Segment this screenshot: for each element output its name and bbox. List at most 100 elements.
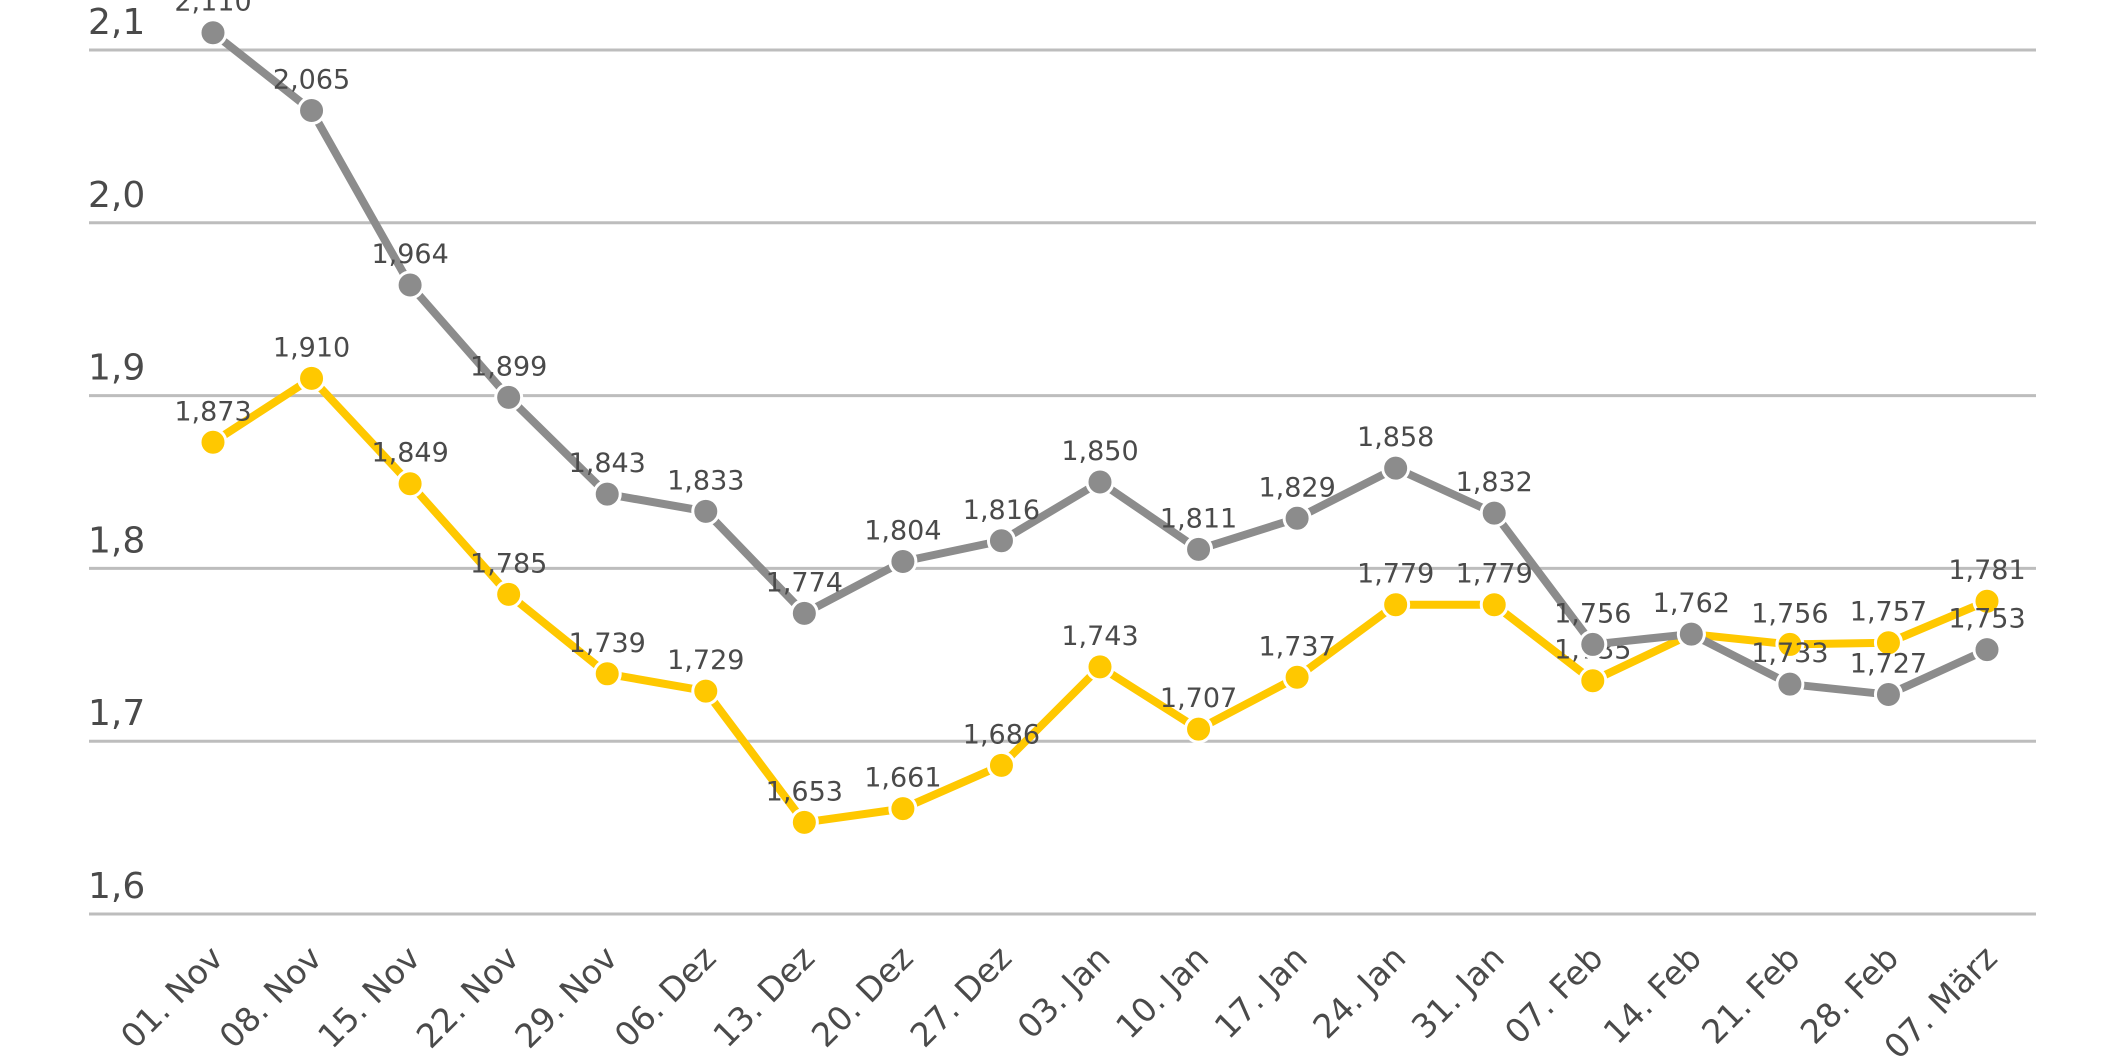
data-point-gray xyxy=(1184,534,1214,564)
data-point-gray xyxy=(395,270,425,300)
data-label-yellow: 1,779 xyxy=(1357,559,1434,590)
data-point-gray xyxy=(986,526,1016,556)
data-point-yellow xyxy=(592,659,622,689)
data-point-yellow xyxy=(1873,628,1903,658)
data-label-gray: 1,964 xyxy=(371,239,448,270)
data-label-gray: 1,899 xyxy=(470,351,547,382)
data-label-gray: 1,733 xyxy=(1751,638,1828,669)
data-point-gray xyxy=(691,496,721,526)
data-label-yellow: 1,910 xyxy=(273,332,350,363)
data-label-gray: 1,756 xyxy=(1554,598,1631,629)
data-point-gray xyxy=(1676,619,1706,649)
x-tick-label: 01. Nov xyxy=(113,938,231,1056)
y-tick-label: 1,7 xyxy=(88,693,145,734)
data-point-gray xyxy=(1775,669,1805,699)
x-tick-label: 03. Jan xyxy=(1010,938,1118,1046)
data-point-gray xyxy=(1873,680,1903,710)
data-label-yellow: 1,756 xyxy=(1751,598,1828,629)
y-tick-label: 1,9 xyxy=(88,348,145,389)
data-point-yellow xyxy=(1381,590,1411,620)
data-label-yellow: 1,873 xyxy=(174,396,251,427)
data-label-yellow: 1,849 xyxy=(371,438,448,469)
data-label-gray: 1,816 xyxy=(963,495,1040,526)
data-point-gray xyxy=(1381,453,1411,483)
data-point-yellow xyxy=(1282,662,1312,692)
x-tick-label: 29. Nov xyxy=(507,938,625,1056)
x-tick-label: 06. Dez xyxy=(607,938,724,1055)
data-label-yellow: 1,757 xyxy=(1850,597,1927,628)
x-tick-label: 20. Dez xyxy=(804,938,921,1055)
data-point-yellow xyxy=(395,469,425,499)
data-point-gray xyxy=(1479,498,1509,528)
data-label-gray: 1,843 xyxy=(569,448,646,479)
data-point-gray xyxy=(789,598,819,628)
data-point-yellow xyxy=(494,579,524,609)
data-label-gray: 2,110 xyxy=(174,0,251,18)
data-point-yellow xyxy=(1085,652,1115,682)
x-tick-label: 17. Jan xyxy=(1207,938,1315,1046)
data-point-yellow xyxy=(297,363,327,393)
gridlines xyxy=(89,48,2036,916)
data-point-yellow xyxy=(986,750,1016,780)
data-point-yellow xyxy=(789,807,819,837)
x-tick-label: 21. Feb xyxy=(1694,938,1807,1051)
x-tick-label: 14. Feb xyxy=(1596,938,1709,1051)
data-point-gray xyxy=(1972,635,2002,665)
data-point-gray xyxy=(1282,503,1312,533)
x-tick-label: 22. Nov xyxy=(409,938,527,1056)
data-point-gray xyxy=(297,95,327,125)
y-tick-label: 2,0 xyxy=(88,175,145,216)
data-point-yellow xyxy=(1184,714,1214,744)
data-label-yellow: 1,743 xyxy=(1061,621,1138,652)
x-tick-label: 13. Dez xyxy=(705,938,822,1055)
data-point-yellow xyxy=(1775,629,1805,659)
data-label-yellow: 1,729 xyxy=(667,645,744,676)
data-label-gray: 1,858 xyxy=(1357,422,1434,453)
data-point-gray xyxy=(494,382,524,412)
data-label-yellow: 1,779 xyxy=(1456,559,1533,590)
data-label-gray: 1,762 xyxy=(1653,588,1730,619)
data-label-gray: 1,850 xyxy=(1061,436,1138,467)
x-tick-label: 08. Nov xyxy=(212,938,330,1056)
data-label-yellow: 1,737 xyxy=(1258,631,1335,662)
data-label-gray: 1,829 xyxy=(1258,472,1335,503)
data-label-yellow: 1,707 xyxy=(1160,683,1237,714)
data-label-yellow: 1,661 xyxy=(864,763,941,794)
data-point-yellow xyxy=(1479,590,1509,620)
data-label-yellow: 1,739 xyxy=(569,628,646,659)
data-label-gray: 1,774 xyxy=(766,567,843,598)
data-label-gray: 1,811 xyxy=(1160,503,1237,534)
x-tick-label: 07. Feb xyxy=(1497,938,1610,1051)
series-layer: 1,873 1,910 1,849 1,785 1,739 1,729 1,653 1,661… xyxy=(174,0,2026,837)
data-label-yellow: 1,686 xyxy=(963,719,1040,750)
x-tick-label: 15. Nov xyxy=(310,938,428,1056)
series-yellow: 1,873 1,910 1,849 1,785 1,739 1,729 1,653 1,661… xyxy=(174,332,2026,837)
data-point-gray xyxy=(888,546,918,576)
data-point-gray xyxy=(1085,467,1115,497)
x-tick-label: 31. Jan xyxy=(1404,938,1512,1046)
data-point-yellow xyxy=(1972,586,2002,616)
data-label-gray: 1,833 xyxy=(667,465,744,496)
data-label-gray: 1,753 xyxy=(1948,604,2025,635)
data-point-yellow xyxy=(691,676,721,706)
data-point-gray xyxy=(198,18,228,48)
data-label-yellow: 1,653 xyxy=(766,776,843,807)
y-axis: 1,6 1,7 1,8 1,9 2,0 2,1 xyxy=(88,2,145,907)
data-label-gray: 1,832 xyxy=(1456,467,1533,498)
x-tick-label: 27. Dez xyxy=(902,938,1019,1055)
data-point-yellow xyxy=(1578,666,1608,696)
y-tick-label: 1,6 xyxy=(88,866,145,907)
y-tick-label: 2,1 xyxy=(88,2,145,43)
data-point-yellow xyxy=(198,427,228,457)
data-point-yellow xyxy=(888,794,918,824)
data-label-yellow: 1,785 xyxy=(470,548,547,579)
x-tick-label: 24. Jan xyxy=(1305,938,1413,1046)
data-point-gray xyxy=(1578,629,1608,659)
y-tick-label: 1,8 xyxy=(88,520,145,561)
data-label-gray: 2,065 xyxy=(273,64,350,95)
data-point-gray xyxy=(592,479,622,509)
x-tick-label: 10. Jan xyxy=(1108,938,1216,1046)
series-gray: 2,110 2,065 1,964 1,899 1,843 1,833 1,774 1,804… xyxy=(174,0,2026,710)
